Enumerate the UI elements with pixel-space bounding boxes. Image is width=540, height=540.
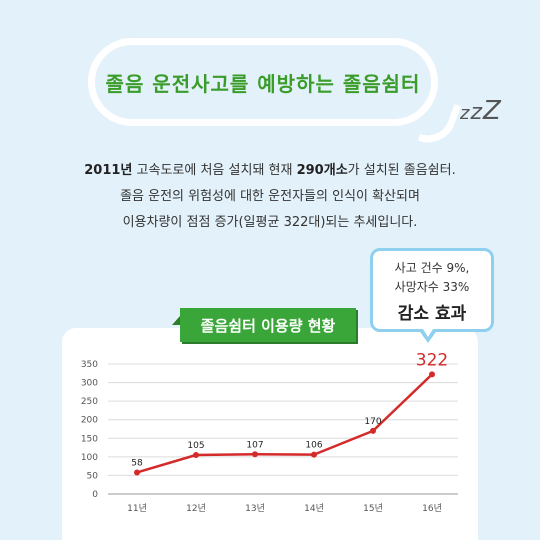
x-tick-3: 14년	[304, 503, 324, 514]
y-tick-0: 0	[92, 490, 98, 500]
data-point-5	[429, 371, 435, 378]
data-point-3	[311, 451, 317, 458]
data-label-0: 58	[131, 458, 143, 468]
description-line-2: 졸음 운전의 위험성에 대한 운전자들의 인식이 확산되며	[120, 189, 420, 204]
series-line	[136, 373, 433, 474]
y-tick-50: 50	[87, 471, 99, 481]
effect-bubble: 사고 건수 9%, 사망자수 33% 감소 효과	[370, 248, 494, 332]
data-point-4	[370, 427, 376, 434]
x-tick-5: 16년	[422, 503, 442, 514]
chart-title: 졸음쉼터 이용량 현황	[180, 308, 356, 342]
x-tick-4: 15년	[363, 503, 383, 514]
effect-bubble-tail-inner	[421, 326, 435, 337]
chart-panel	[62, 328, 478, 540]
ribbon-fold	[172, 316, 180, 325]
desc-text-2: 가 설치된 졸음쉼터.	[347, 163, 456, 178]
y-tick-150: 150	[81, 434, 98, 444]
x-tick-0: 11년	[127, 503, 147, 514]
headline: 졸음 운전사고를 예방하는 졸음쉼터	[105, 71, 421, 96]
zzz-1: z	[460, 103, 471, 124]
y-tick-200: 200	[81, 416, 98, 426]
desc-year: 2011년	[84, 163, 133, 178]
y-tick-300: 300	[81, 379, 98, 389]
effect-line-3: 감소 효과	[397, 304, 467, 324]
y-tick-100: 100	[81, 453, 98, 463]
description-line-1: 2011년 고속도로에 처음 설치돼 현재 290개소가 설치된 졸음쉼터.	[40, 158, 500, 184]
data-label-2: 107	[246, 440, 263, 450]
data-point-1	[193, 452, 199, 458]
y-tick-250: 250	[81, 397, 98, 407]
x-tick-1: 12년	[186, 503, 206, 514]
headline-bubble: 졸음 운전사고를 예방하는 졸음쉼터	[88, 38, 438, 126]
data-label-5: 322	[416, 350, 448, 370]
y-tick-350: 350	[81, 360, 98, 370]
description-line-3: 이용차량이 점점 증가(일평균 322대)되는 추세입니다.	[122, 215, 418, 230]
data-label-4: 170	[364, 417, 381, 427]
effect-line-2: 사망자수 33%	[394, 280, 470, 294]
desc-count: 290개소	[296, 163, 348, 178]
data-point-2	[252, 451, 258, 458]
x-tick-2: 13년	[245, 503, 265, 514]
description: 2011년 고속도로에 처음 설치돼 현재 290개소가 설치된 졸음쉼터. 졸…	[40, 158, 500, 236]
sleep-zzz-icon: zzZ	[460, 96, 502, 126]
zzz-2: z	[470, 100, 484, 125]
zzz-3: Z	[483, 96, 502, 126]
data-point-0	[134, 469, 140, 476]
data-label-1: 105	[187, 441, 204, 451]
data-label-3: 106	[305, 441, 322, 451]
desc-text-1: 고속도로에 처음 설치돼 현재	[132, 163, 297, 178]
effect-line-1: 사고 건수 9%,	[394, 261, 470, 275]
